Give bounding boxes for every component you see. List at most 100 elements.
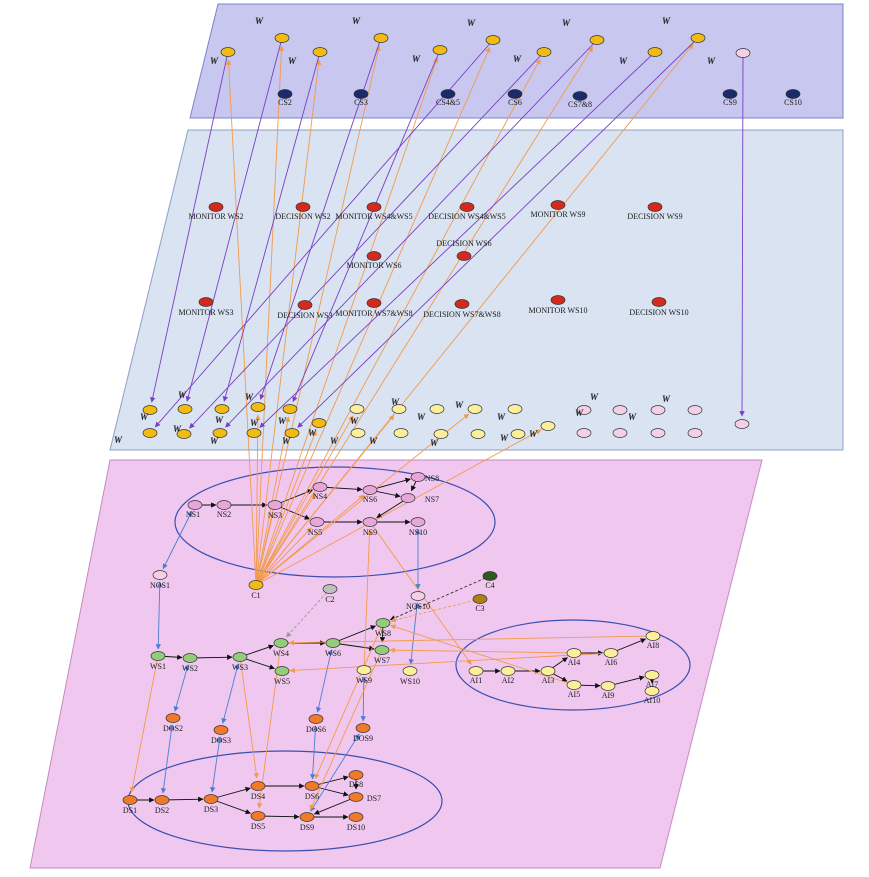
node-ws-5 (274, 666, 290, 676)
top-w-label-5: W (662, 16, 671, 26)
mid-w-label-9: W (250, 418, 259, 428)
node-label-ds-9: DS9 (300, 823, 314, 832)
node-label-decision-2: DECISION WS6 (436, 239, 491, 248)
node-mid-w-node-1 (142, 405, 158, 415)
blue-link-2 (155, 581, 163, 650)
node-decision-1 (459, 202, 475, 212)
node-label-cs-1: CS3 (354, 98, 368, 107)
node-ds-10 (348, 812, 364, 822)
node-label-ns-4: NS4 (313, 492, 327, 501)
node-ds-3 (203, 794, 219, 804)
node-ns-5 (309, 517, 325, 527)
node-label-ns-1: NS1 (186, 510, 200, 519)
node-mid-w-node-22 (540, 421, 556, 431)
purple-edge-10 (297, 37, 699, 428)
mid-w-label-2: W (178, 390, 187, 400)
blue-link-4 (160, 724, 175, 794)
node-mid-pink-node-3 (650, 405, 666, 415)
node-mid-w-node-14 (429, 404, 445, 414)
node-cs-3 (507, 89, 523, 99)
node-decision-5 (454, 299, 470, 309)
node-mid-w-node-7 (176, 429, 192, 439)
node-monitor-6 (550, 295, 566, 305)
c3-dashed-edge (390, 598, 481, 623)
node-mid-w-node-17 (350, 428, 366, 438)
mid-w-label-15: W (455, 400, 464, 410)
node-ns-4 (312, 482, 328, 492)
node-mid-w-node-9 (246, 428, 262, 438)
node-label-monitor-1: MONITOR WS4&WS5 (335, 212, 412, 221)
c2-dashed-edge (286, 588, 331, 638)
node-mid-w-node-8 (212, 428, 228, 438)
node-label-ws-1: WS1 (150, 662, 166, 671)
node-label-ai-8: AI8 (647, 641, 659, 650)
node-label-ws-2: WS2 (182, 664, 198, 673)
node-label-ai-10: AI10 (644, 696, 660, 705)
node-label-ds-8: DS8 (349, 780, 363, 789)
mid-w-label-19: W (430, 438, 439, 448)
node-top-w-node-4 (589, 35, 605, 45)
node-ns-2 (216, 500, 232, 510)
node-ws-2 (182, 653, 198, 663)
node-ns-10 (410, 517, 426, 527)
node-label-ns-6: NS6 (363, 495, 377, 504)
ai-cluster-boundary (455, 619, 691, 711)
top-w-label-10: W (619, 56, 628, 66)
node-label-ds-4: DS4 (251, 792, 265, 801)
c1-orange-edge-17 (255, 512, 275, 586)
node-label-cs-0: CS2 (278, 98, 292, 107)
node-ai-5 (566, 680, 582, 690)
orange-cross-edge-8 (389, 647, 575, 654)
node-ds-7 (348, 792, 364, 802)
node-monitor-5 (366, 298, 382, 308)
orange-cross-edge-5 (314, 622, 384, 780)
mid-w-label-8: W (210, 436, 219, 446)
mid-w-label-16: W (497, 412, 506, 422)
c1-orange-edge-12 (255, 429, 317, 586)
mid-w-label-10: W (282, 436, 291, 446)
c1-orange-edge-10 (255, 414, 261, 586)
node-label-monitor-6: MONITOR WS10 (528, 306, 587, 315)
node-label-ds-7: DS7 (367, 794, 381, 803)
node-label-ns-10: NS10 (409, 528, 427, 537)
node-label-dos-0: DOS2 (163, 724, 183, 733)
node-label-cs-3: CS6 (508, 98, 522, 107)
mid-w-label-14: W (417, 412, 426, 422)
node-dos-2 (308, 714, 324, 724)
node-label-ai-2: AI2 (502, 676, 514, 685)
node-label-ns-2: NS2 (217, 510, 231, 519)
node-label-ai-9: AI9 (602, 691, 614, 700)
orange-cross-edge-11 (363, 529, 373, 671)
purple-edge-5 (292, 49, 441, 403)
node-ns-7 (400, 493, 416, 503)
node-decision-6 (651, 297, 667, 307)
mid-w-label-1: W (140, 412, 149, 422)
node-ai-1 (468, 666, 484, 676)
node-monitor-4 (198, 297, 214, 307)
node-label-nos-1: NOS10 (406, 602, 430, 611)
node-mid-w-node-18 (393, 428, 409, 438)
node-ns-1 (187, 500, 203, 510)
node-monitor-1 (366, 202, 382, 212)
node-label-cs-4: CS7&8 (568, 100, 592, 109)
purple-edge-2 (185, 37, 283, 402)
ds-flow-edge-4 (210, 798, 251, 815)
node-label-c1: C1 (251, 591, 260, 600)
node-top-w-node-2 (373, 33, 389, 43)
node-mid-w-node-12 (349, 404, 365, 414)
node-ai-4 (566, 648, 582, 658)
node-label-ws-4: WS4 (273, 649, 289, 658)
node-ws-10 (402, 666, 418, 676)
node-mid-pink-node-8 (687, 428, 703, 438)
node-label-ws-9: WS9 (356, 676, 372, 685)
node-mid-w-node-10 (284, 428, 300, 438)
node-nos-0 (152, 570, 168, 580)
node-mid-pink-node-1 (576, 405, 592, 415)
top-w-label-1: W (255, 16, 264, 26)
c1-orange-edge-1 (225, 59, 257, 586)
node-top-w-node-8 (432, 45, 448, 55)
node-mid-pink-node-2 (612, 405, 628, 415)
node-ws-7 (374, 645, 390, 655)
c1-orange-edge-2 (255, 45, 285, 586)
purple-edge-9 (259, 51, 656, 428)
